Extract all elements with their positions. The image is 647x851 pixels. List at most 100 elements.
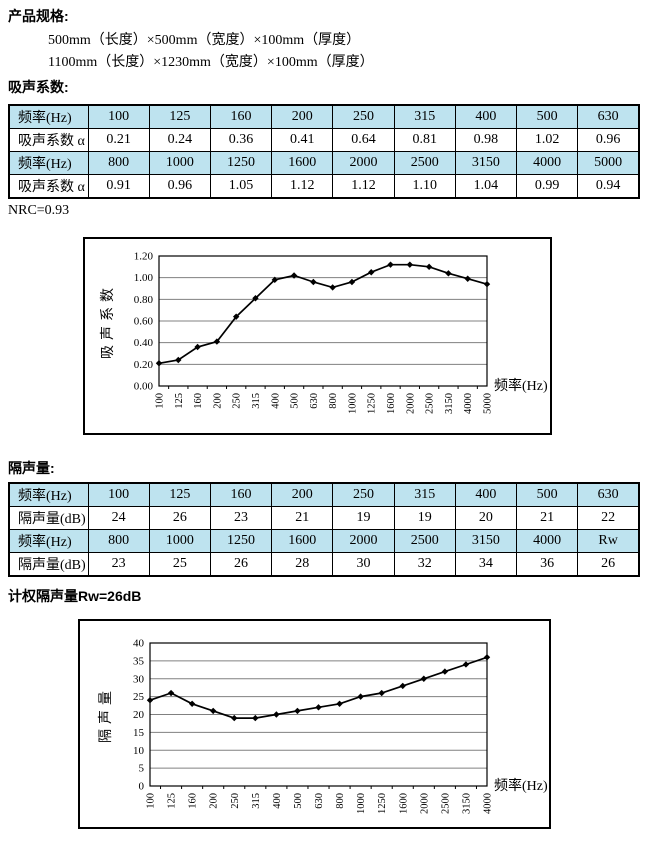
absorption-chart-box: 0.00 0.20 0.40 0.60 0.80 1.00 1.20 100 125 160 200…: [83, 237, 552, 435]
spec-line-2: 1100mm（长度）×1230mm（宽度）×100mm（厚度）: [48, 55, 374, 70]
table-row: 频率(Hz) 800 1000 1250 1600 2000 2500 3150 4000 500…: [8, 151, 640, 175]
x-tick-label: 125: [174, 393, 185, 409]
value-cell: 630: [577, 482, 640, 507]
x-tick-label: 1250: [367, 393, 378, 414]
value-cell: 315: [393, 104, 456, 129]
x-tick-label: 1600: [398, 793, 409, 814]
value-cell: 0.96: [577, 128, 640, 152]
value-cell: 0.94: [577, 174, 640, 199]
value-cell: 0.41: [271, 128, 334, 152]
x-tick-label: 4000: [483, 793, 494, 814]
data-point-marker: [290, 272, 298, 279]
value-cell: 400: [454, 482, 518, 507]
row-label-cell: 吸声系数 α: [8, 128, 89, 152]
x-axis-title: 频率(Hz): [494, 777, 548, 794]
value-cell: 2500: [393, 151, 456, 175]
x-tick-label: 315: [251, 393, 262, 409]
x-tick-label: 200: [209, 793, 220, 809]
y-tick-label: 40: [133, 638, 145, 650]
absorption-heading: 吸声系数:: [8, 79, 69, 95]
data-point-marker: [406, 261, 414, 268]
value-cell: 32: [393, 552, 456, 577]
x-tick-label: 3150: [461, 793, 472, 814]
data-point-marker: [209, 707, 217, 715]
value-cell: 36: [516, 552, 579, 577]
data-point-marker: [146, 697, 154, 704]
x-tick-label: 5000: [483, 393, 494, 414]
x-tick-label: 1250: [377, 793, 388, 814]
value-cell: 1.12: [271, 174, 334, 199]
data-point-marker: [357, 693, 364, 700]
y-tick-label: 10: [133, 745, 145, 757]
value-cell: 0.98: [454, 128, 518, 152]
rw-note: 计权隔声量Rw=26dB: [8, 588, 142, 604]
plot-border: [149, 642, 488, 787]
value-cell: 22: [577, 506, 640, 530]
insulation-heading: 隔声量:: [8, 460, 55, 476]
value-cell: 100: [87, 104, 150, 129]
data-table: 频率(Hz) 100 125 160 200 250 315 400 500 630 隔声量(dB)…: [8, 482, 640, 577]
row-label-cell: 频率(Hz): [8, 482, 89, 507]
x-tick-label: 160: [193, 393, 204, 409]
table-row: 频率(Hz) 100 125 160 200 250 315 400 500 630: [8, 104, 640, 129]
value-cell: 315: [393, 482, 456, 507]
value-cell: 5000: [577, 151, 640, 175]
y-tick-label: 5: [139, 763, 145, 775]
value-cell: 1000: [148, 529, 211, 553]
value-cell: 160: [209, 482, 273, 507]
spec-line-1: 500mm（长度）×500mm（宽度）×100mm（厚度）: [48, 33, 361, 48]
value-cell: 1600: [271, 529, 334, 553]
value-cell: 1600: [271, 151, 334, 175]
data-point-marker: [464, 275, 471, 282]
value-cell: 1.02: [516, 128, 579, 152]
table-row: 频率(Hz) 100 125 160 200 250 315 400 500 630: [8, 482, 640, 507]
y-tick-label: 0.80: [134, 294, 154, 306]
x-tick-label: 3150: [444, 393, 455, 414]
row-label-cell: 频率(Hz): [8, 151, 89, 175]
data-point-marker: [445, 270, 452, 277]
x-tick-label: 100: [155, 393, 166, 409]
value-cell: 0.99: [516, 174, 579, 199]
data-point-marker: [252, 295, 259, 302]
value-cell: 2000: [332, 151, 395, 175]
x-tick-label: 4000: [463, 393, 474, 414]
x-tick-label: 400: [272, 793, 283, 809]
x-tick-label: 250: [230, 793, 241, 809]
row-label-cell: 频率(Hz): [8, 529, 89, 553]
data-point-marker: [213, 338, 221, 345]
value-cell: 1.12: [332, 174, 395, 199]
x-tick-label: 100: [146, 793, 157, 809]
x-tick-label: 800: [335, 793, 346, 809]
nrc-note: NRC=0.93: [8, 203, 70, 218]
value-cell: 125: [148, 482, 211, 507]
data-point-marker: [231, 714, 238, 722]
x-tick-label: 160: [188, 793, 199, 809]
value-cell: 125: [148, 104, 211, 129]
table-row: 频率(Hz) 800 1000 1250 1600 2000 2500 3150 4000 Rw: [8, 529, 640, 553]
value-cell: 1.05: [209, 174, 273, 199]
value-cell: 500: [516, 104, 579, 129]
value-cell: 26: [209, 552, 273, 577]
x-tick-label: 630: [314, 793, 325, 809]
y-tick-label: 0.20: [134, 359, 154, 371]
data-point-marker: [378, 689, 385, 697]
x-tick-label: 2500: [440, 793, 451, 814]
value-cell: 20: [454, 506, 518, 530]
y-tick-label: 1.00: [134, 272, 154, 284]
table-row: 吸声系数 α 0.91 0.96 1.05 1.12 1.12 1.10 1.04 0.99 0.…: [8, 174, 640, 199]
data-point-marker: [194, 343, 201, 351]
value-cell: 100: [87, 482, 150, 507]
y-tick-label: 25: [133, 691, 145, 703]
table-row: 吸声系数 α 0.21 0.24 0.36 0.41 0.64 0.81 0.98 1.02 0.…: [8, 128, 640, 152]
insulation-chart-box: 0 5 10 15 20 25 30 35 40 100 125 160 200 250 315 400 500…: [78, 619, 551, 829]
data-point-marker: [175, 356, 182, 364]
x-tick-label: 1600: [386, 393, 397, 414]
value-cell: 4000: [516, 529, 579, 553]
value-cell: 160: [209, 104, 273, 129]
y-tick-label: 15: [133, 727, 145, 739]
value-cell: 250: [332, 104, 395, 129]
x-tick-label: 500: [290, 393, 301, 409]
data-point-marker: [399, 682, 406, 690]
value-cell: 19: [393, 506, 456, 530]
